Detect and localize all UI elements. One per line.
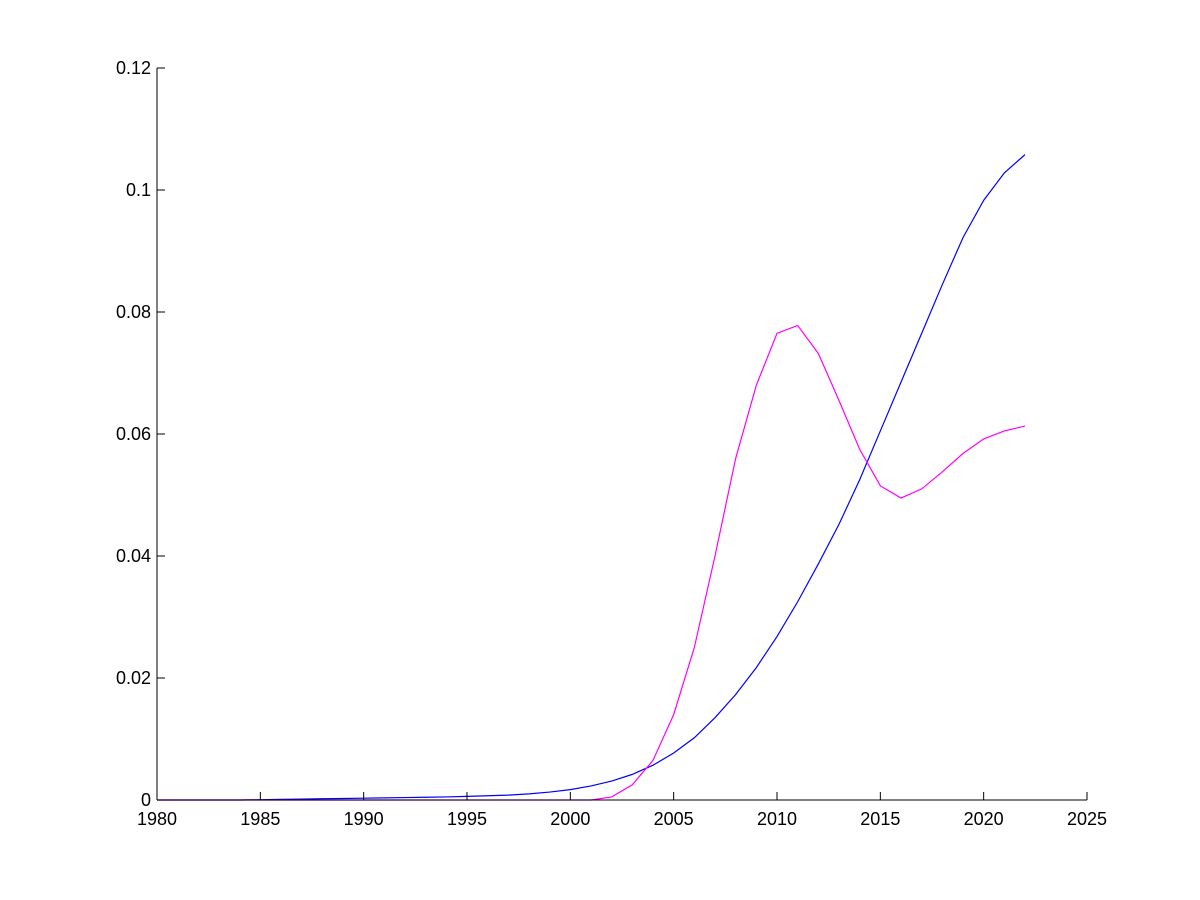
y-tick-label: 0.04 bbox=[116, 546, 151, 566]
x-tick-label: 2000 bbox=[550, 809, 590, 829]
x-tick-label: 1985 bbox=[240, 809, 280, 829]
y-tick-label: 0.12 bbox=[116, 58, 151, 78]
x-axis-ticks: 1980 1985 1990 1995 2000 2005 2010 2015 2020 2025 bbox=[137, 792, 1107, 829]
y-tick-label: 0.06 bbox=[116, 424, 151, 444]
x-tick-label: 1990 bbox=[344, 809, 384, 829]
y-tick-label: 0 bbox=[141, 790, 151, 810]
y-axis-ticks: 0 0.02 0.04 0.06 0.08 0.1 0.12 bbox=[116, 58, 165, 810]
x-tick-label: 2015 bbox=[860, 809, 900, 829]
x-tick-label: 2020 bbox=[964, 809, 1004, 829]
x-tick-label: 2010 bbox=[757, 809, 797, 829]
y-tick-label: 0.08 bbox=[116, 302, 151, 322]
series-line-1 bbox=[157, 154, 1026, 801]
x-tick-label: 2005 bbox=[654, 809, 694, 829]
x-tick-label: 1995 bbox=[447, 809, 487, 829]
x-tick-label: 2025 bbox=[1067, 809, 1107, 829]
y-tick-label: 0.02 bbox=[116, 668, 151, 688]
x-tick-label: 1980 bbox=[137, 809, 177, 829]
y-tick-label: 0.1 bbox=[126, 180, 151, 200]
